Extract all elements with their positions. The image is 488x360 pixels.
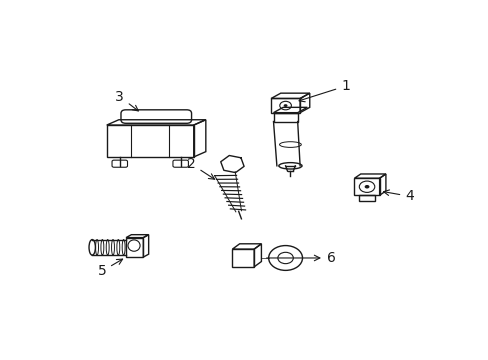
Text: 3: 3 [115,90,138,111]
Text: 5: 5 [97,259,122,278]
Text: 6: 6 [266,251,335,265]
Text: 2: 2 [186,157,214,179]
Text: 1: 1 [299,79,349,102]
Circle shape [283,104,287,107]
Text: 4: 4 [383,189,413,203]
Circle shape [364,185,369,189]
